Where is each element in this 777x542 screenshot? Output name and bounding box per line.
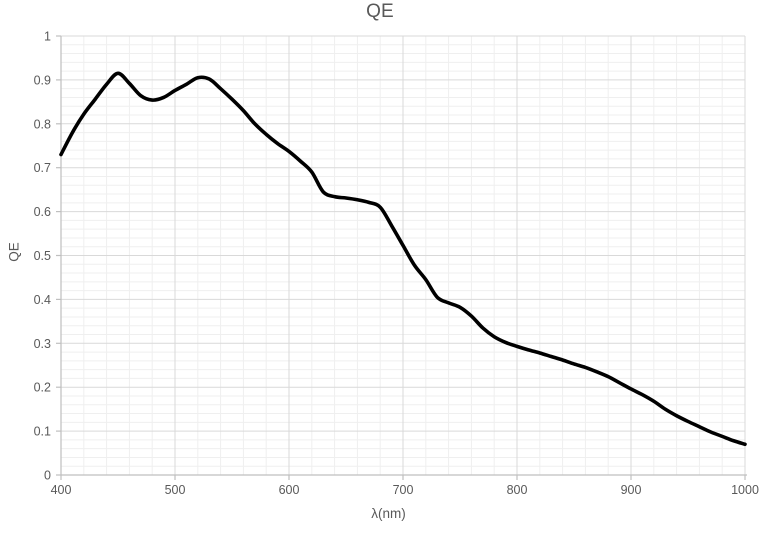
y-tick-label: 0.1 (34, 425, 51, 439)
y-tick-label: 0.7 (34, 161, 51, 175)
y-tick-labels: 0 0.1 0.2 0.3 0.4 0.5 0.6 0.7 0.8 0.9 1 (34, 30, 51, 483)
major-gridlines (60, 35, 746, 476)
y-tick-label: 0.4 (34, 293, 51, 307)
x-tick-label: 1000 (731, 483, 759, 497)
qe-curve (59, 71, 747, 447)
y-tick-label: 0.8 (34, 117, 51, 131)
x-tick-label: 700 (393, 483, 414, 497)
x-tick-labels: 400 500 600 700 800 900 1000 (51, 483, 759, 497)
y-tick-label: 0 (44, 469, 51, 483)
axis-lines (56, 35, 747, 480)
y-tick-label: 0.5 (34, 249, 51, 263)
x-tick-label: 800 (507, 483, 528, 497)
x-tick-label: 600 (279, 483, 300, 497)
y-tick-label: 0.3 (34, 337, 51, 351)
y-tick-label: 1 (44, 30, 51, 44)
x-tick-label: 400 (51, 483, 72, 497)
y-tick-label: 0.6 (34, 205, 51, 219)
x-axis-title: λ(nm) (371, 506, 406, 521)
y-tick-label: 0.2 (34, 381, 51, 395)
y-tick-label: 0.9 (34, 73, 51, 87)
chart-title: QE (366, 1, 394, 22)
x-tick-label: 900 (621, 483, 642, 497)
x-tick-label: 500 (165, 483, 186, 497)
